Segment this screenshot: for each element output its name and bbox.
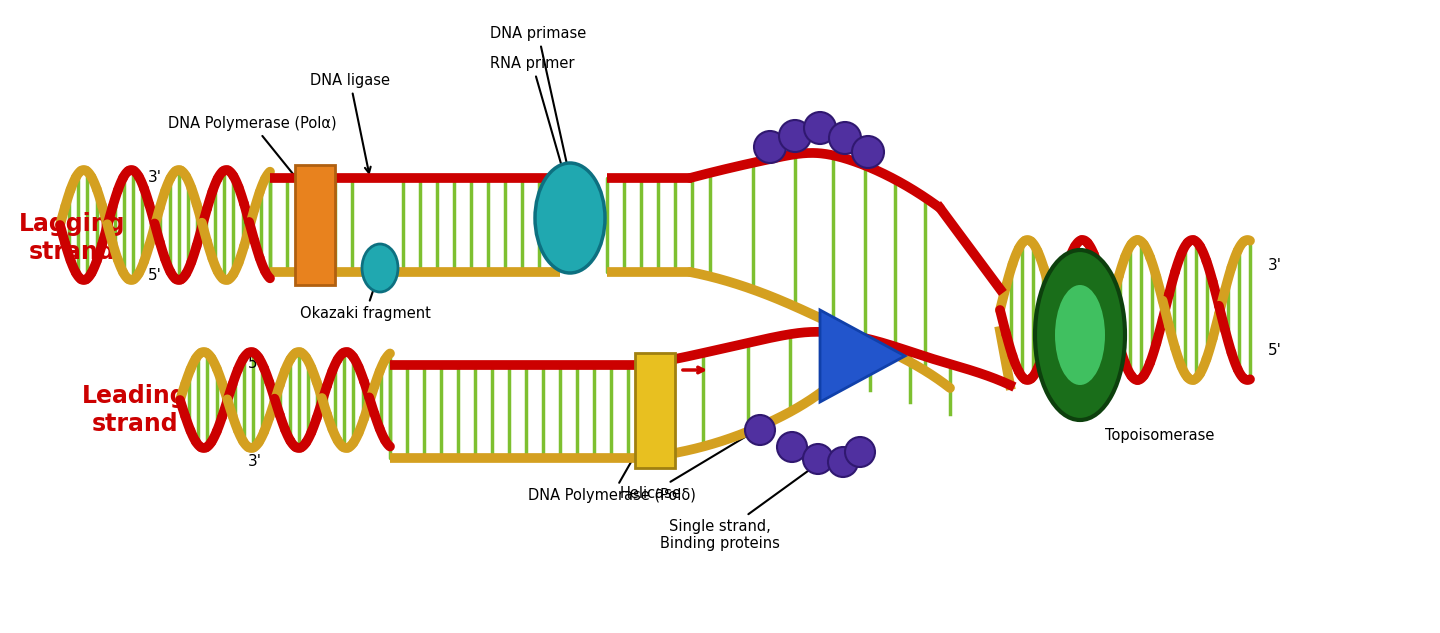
Circle shape bbox=[828, 447, 858, 477]
Text: 3': 3' bbox=[1269, 258, 1282, 273]
Ellipse shape bbox=[1035, 250, 1125, 420]
Text: DNA Polymerase (Polα): DNA Polymerase (Polα) bbox=[168, 116, 337, 191]
Circle shape bbox=[778, 432, 806, 462]
Text: Topoisomerase: Topoisomerase bbox=[1104, 428, 1214, 443]
Ellipse shape bbox=[1056, 285, 1104, 385]
Text: Single strand,
Binding proteins: Single strand, Binding proteins bbox=[660, 458, 827, 551]
Circle shape bbox=[744, 415, 775, 445]
Text: DNA primase: DNA primase bbox=[490, 26, 586, 173]
Text: 3': 3' bbox=[148, 170, 161, 185]
Polygon shape bbox=[819, 310, 904, 402]
Text: 5': 5' bbox=[248, 356, 262, 371]
Text: 3': 3' bbox=[248, 454, 262, 469]
Circle shape bbox=[755, 131, 786, 163]
Text: 5': 5' bbox=[148, 268, 161, 283]
Text: DNA ligase: DNA ligase bbox=[310, 73, 390, 173]
Text: DNA Polymerase (Polδ): DNA Polymerase (Polδ) bbox=[528, 425, 696, 503]
FancyBboxPatch shape bbox=[295, 165, 336, 285]
Circle shape bbox=[804, 444, 832, 474]
Circle shape bbox=[779, 120, 811, 152]
Circle shape bbox=[804, 112, 837, 144]
Ellipse shape bbox=[361, 244, 397, 292]
Text: RNA primer: RNA primer bbox=[490, 56, 575, 190]
Circle shape bbox=[852, 136, 884, 168]
Text: 5': 5' bbox=[1269, 343, 1282, 358]
Text: Leading
strand: Leading strand bbox=[82, 384, 187, 436]
Text: Lagging
strand: Lagging strand bbox=[19, 212, 125, 264]
Text: Helicase: Helicase bbox=[621, 382, 835, 501]
Text: Okazaki fragment: Okazaki fragment bbox=[300, 275, 431, 321]
Circle shape bbox=[845, 437, 876, 467]
FancyBboxPatch shape bbox=[635, 353, 675, 468]
Circle shape bbox=[829, 122, 861, 154]
Ellipse shape bbox=[536, 163, 605, 273]
